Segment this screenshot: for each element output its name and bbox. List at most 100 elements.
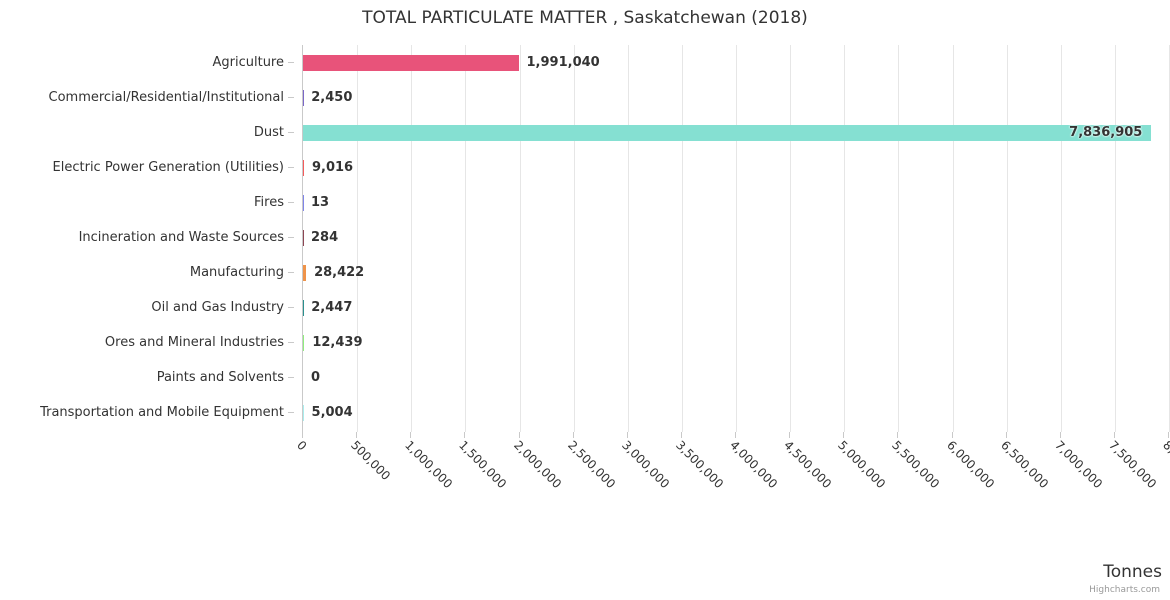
- bar-row: 7,836,905: [303, 115, 1168, 150]
- bar-row: 1,991,040: [303, 45, 1168, 80]
- x-axis-tick: [735, 432, 736, 438]
- gridline: [681, 45, 683, 432]
- value-label: 13: [311, 195, 330, 210]
- x-axis-tick: [897, 432, 899, 438]
- gridline: [1060, 45, 1062, 432]
- category-label: Electric Power Generation (Utilities): [52, 160, 284, 175]
- x-axis-tick: [518, 432, 520, 438]
- category-axis-tick: [288, 132, 294, 133]
- category-label: Oil and Gas Industry: [151, 300, 284, 315]
- bar-dust[interactable]: [303, 125, 1152, 141]
- category-axis-tick: [288, 342, 294, 343]
- x-axis-tick: [626, 432, 628, 438]
- gridline: [844, 45, 846, 432]
- category-axis-tick: [288, 412, 294, 413]
- x-axis-tick-label: 8,000,000: [1160, 438, 1170, 492]
- x-axis-tick-label: 6,000,000: [943, 438, 997, 492]
- bar-oil-and-gas-industry[interactable]: [303, 300, 304, 316]
- category-label: Transportation and Mobile Equipment: [40, 405, 284, 420]
- value-label: 12,439: [312, 335, 363, 350]
- bar-row: 2,450: [303, 80, 1168, 115]
- bar-row: 13: [303, 185, 1168, 220]
- value-label: 9,016: [311, 160, 354, 175]
- bar-electric-power-generation-utilities[interactable]: [303, 160, 304, 176]
- value-label: 284: [311, 230, 339, 245]
- bar-row: 5,004: [303, 395, 1168, 430]
- x-axis-tick-label: 4,500,000: [781, 438, 835, 492]
- bar-fires[interactable]: [303, 195, 304, 211]
- category-axis-tick: [288, 202, 294, 203]
- bar-transportation-and-mobile-equipment[interactable]: [303, 405, 304, 421]
- gridline: [357, 45, 359, 432]
- x-axis-tick-label: 7,000,000: [1051, 438, 1105, 492]
- x-axis-tick-label: 2,500,000: [564, 438, 618, 492]
- category-label: Commercial/Residential/Institutional: [48, 90, 285, 105]
- gridline: [627, 45, 629, 432]
- category-axis-tick: [288, 237, 294, 238]
- x-axis-tick: [410, 432, 412, 438]
- bar-row: 284: [303, 220, 1168, 255]
- highcharts-credit-link[interactable]: Highcharts.com: [1089, 585, 1160, 595]
- x-axis-labels: 0 500,000 1,000,000 1,500,000 2,000,000 2,500…: [294, 438, 1170, 548]
- x-axis-tick-label: 1,000,000: [402, 438, 456, 492]
- gridline: [573, 45, 575, 432]
- x-axis-tick-label: 4,000,000: [727, 438, 781, 492]
- x-axis-title: Tonnes: [1103, 562, 1162, 582]
- gridline: [736, 45, 737, 432]
- x-axis-tick: [680, 432, 682, 438]
- x-axis-tick: [464, 432, 466, 438]
- x-axis-tick-label: 0: [294, 438, 310, 454]
- category-axis-tick: [288, 167, 294, 168]
- bar-row: 12,439: [303, 325, 1168, 360]
- bar-agriculture[interactable]: [303, 55, 519, 71]
- value-label: 0: [311, 370, 321, 385]
- category-label: Agriculture: [212, 55, 285, 70]
- bar-incineration-and-waste-sources[interactable]: [303, 230, 304, 246]
- category-axis-tick: [288, 97, 294, 98]
- x-axis-tick: [302, 432, 303, 438]
- category-label: Ores and Mineral Industries: [104, 335, 284, 350]
- bar-commercial-residential-institutional[interactable]: [303, 90, 304, 106]
- x-axis-tick: [572, 432, 574, 438]
- x-axis-tick: [1059, 432, 1061, 438]
- gridline: [898, 45, 900, 432]
- category-label: Manufacturing: [189, 265, 284, 280]
- category-axis-tick: [288, 62, 294, 63]
- x-axis-tick: [356, 432, 358, 438]
- bar-ores-and-mineral-industries[interactable]: [303, 335, 305, 351]
- category-axis-tick: [288, 377, 294, 378]
- gridline: [411, 45, 413, 432]
- bar-manufacturing[interactable]: [303, 265, 307, 281]
- gridline: [1006, 45, 1008, 432]
- chart-title: TOTAL PARTICULATE MATTER , Saskatchewan …: [362, 8, 808, 28]
- bar-row: 0: [303, 360, 1168, 395]
- gridline: [1114, 45, 1116, 432]
- value-label: 5,004: [311, 405, 353, 420]
- x-axis-tick-label: 3,500,000: [672, 438, 727, 492]
- gridline: [790, 45, 792, 432]
- value-label: 7,836,905: [1069, 125, 1143, 140]
- gridline: [519, 45, 521, 432]
- value-label: 1,991,040: [526, 55, 600, 70]
- bar-row: 9,016: [303, 150, 1168, 185]
- x-axis-tick-label: 6,500,000: [997, 438, 1051, 492]
- plot-area: 1,991,040 2,450 7,836,905 9,016 13 284 28,422 2…: [302, 45, 1170, 432]
- x-axis-tick: [843, 432, 845, 438]
- x-axis-tick: [789, 432, 791, 438]
- category-axis: Agriculture Commercial/Residential/Instit…: [0, 45, 294, 432]
- category-label: Fires: [254, 195, 284, 210]
- x-axis-tick-label: 7,500,000: [1105, 438, 1160, 492]
- bar-row: 28,422: [303, 255, 1168, 290]
- bar-row: 2,447: [303, 290, 1168, 325]
- category-label: Dust: [253, 125, 284, 140]
- category-axis-tick: [288, 307, 294, 308]
- x-axis-tick: [1005, 432, 1007, 438]
- x-axis-tick-label: 500,000: [348, 438, 394, 483]
- gridline: [465, 45, 467, 432]
- value-label: 28,422: [314, 265, 365, 280]
- x-axis-tick-label: 5,000,000: [835, 438, 889, 492]
- value-label: 2,447: [311, 300, 353, 315]
- category-label: Paints and Solvents: [156, 370, 284, 385]
- value-label: 2,450: [311, 90, 353, 105]
